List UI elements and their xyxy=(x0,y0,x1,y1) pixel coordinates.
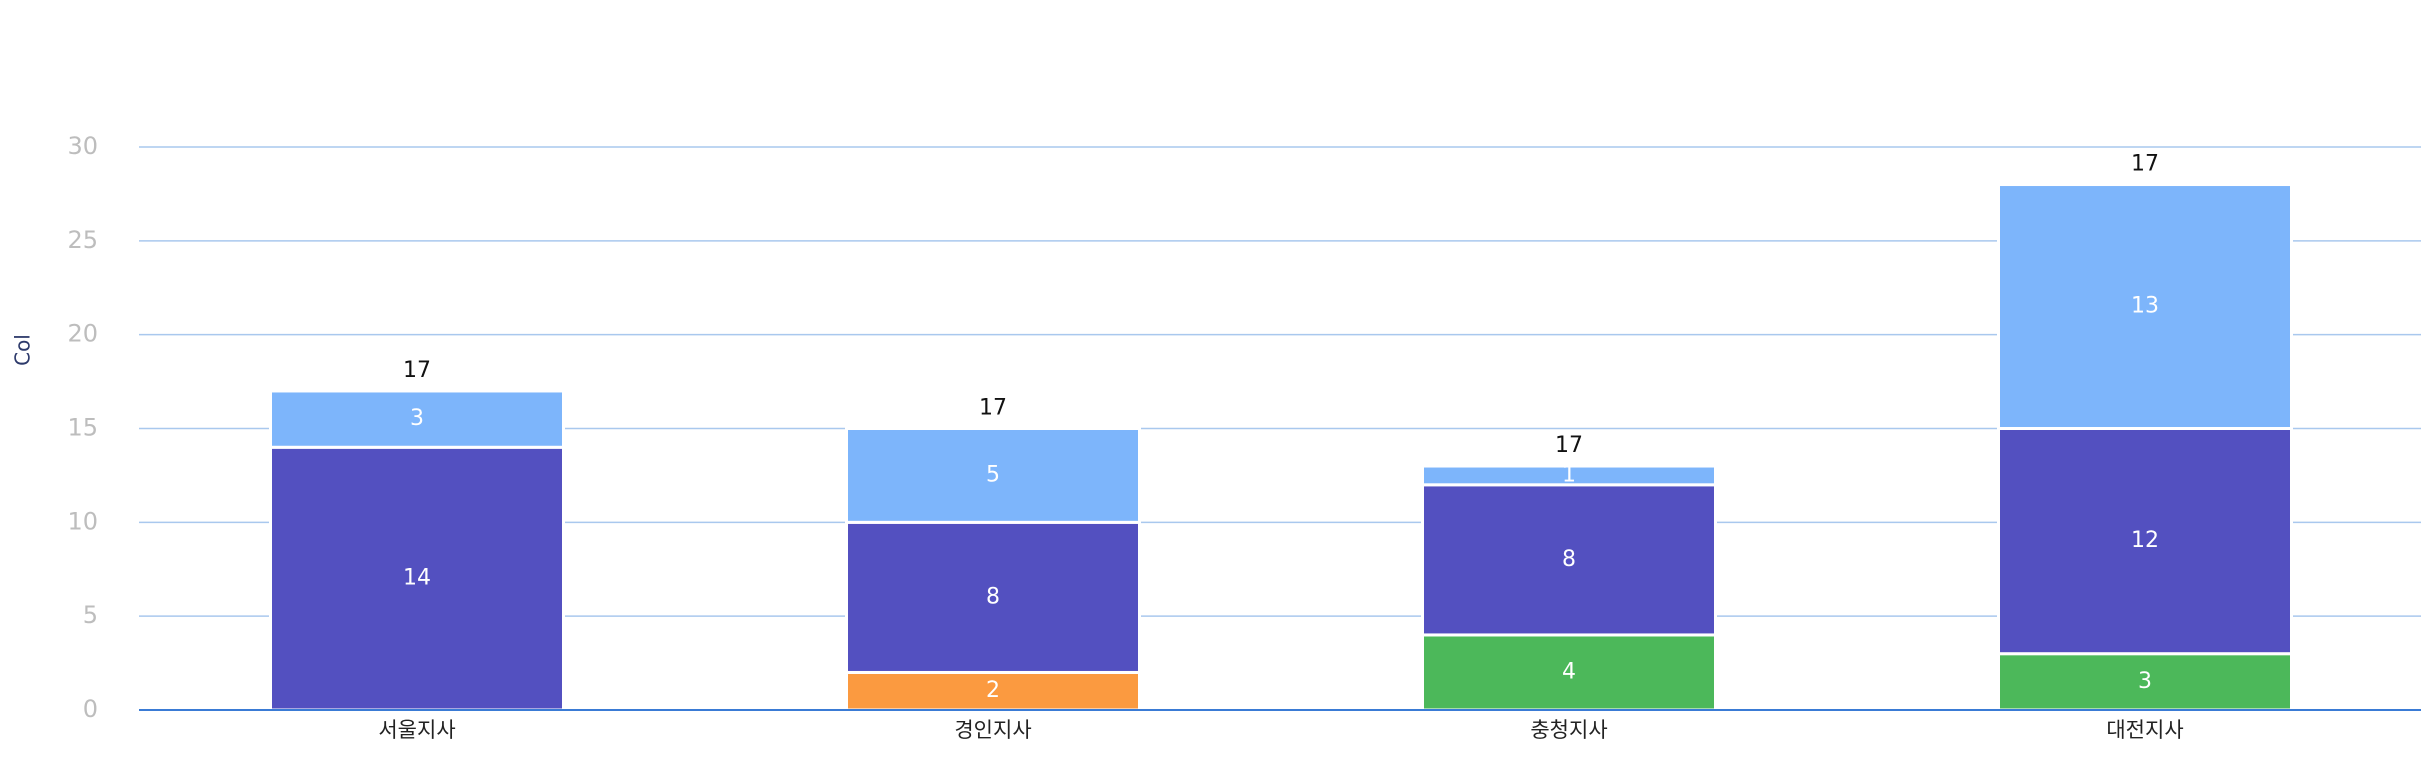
bar-segment xyxy=(845,670,1141,712)
data-label: 13 xyxy=(2131,294,2159,319)
x-tick-label: 대전지사 xyxy=(2106,718,2183,742)
y-tick-label: 5 xyxy=(83,601,98,629)
total-label: 17 xyxy=(1555,433,1583,458)
y-tick-label: 25 xyxy=(67,226,98,254)
total-label: 17 xyxy=(979,396,1007,421)
data-label: 4 xyxy=(1562,659,1576,684)
y-tick-label: 0 xyxy=(83,695,98,723)
data-label: 8 xyxy=(1562,547,1576,572)
bar-segment xyxy=(845,520,1141,674)
bar-segment xyxy=(1421,464,1717,487)
total-label: 17 xyxy=(403,358,431,383)
y-tick-label: 10 xyxy=(67,507,98,535)
y-tick-label: 30 xyxy=(67,132,98,160)
bar-segment xyxy=(269,389,565,449)
x-tick-label: 충청지사 xyxy=(1530,718,1607,742)
y-tick-label: 15 xyxy=(67,414,98,442)
data-label: 3 xyxy=(2138,669,2152,694)
data-label: 3 xyxy=(410,406,424,431)
data-label: 2 xyxy=(986,678,1000,703)
y-axis-label: Col xyxy=(11,334,35,366)
bar-segment xyxy=(1421,633,1717,712)
bar-segment xyxy=(1421,483,1717,637)
bar-segment xyxy=(1997,427,2293,656)
data-label: 1 xyxy=(1562,462,1576,487)
x-tick-label: 경인지사 xyxy=(954,718,1031,742)
data-label: 5 xyxy=(986,462,1000,487)
y-tick-label: 20 xyxy=(67,320,98,348)
bar-segment xyxy=(1997,183,2293,430)
bar-segment xyxy=(845,427,1141,524)
data-label: 12 xyxy=(2131,528,2159,553)
data-label: 8 xyxy=(986,584,1000,609)
total-label: 17 xyxy=(2131,152,2159,177)
x-tick-label: 서울지사 xyxy=(378,718,455,742)
data-label: 14 xyxy=(403,566,431,591)
